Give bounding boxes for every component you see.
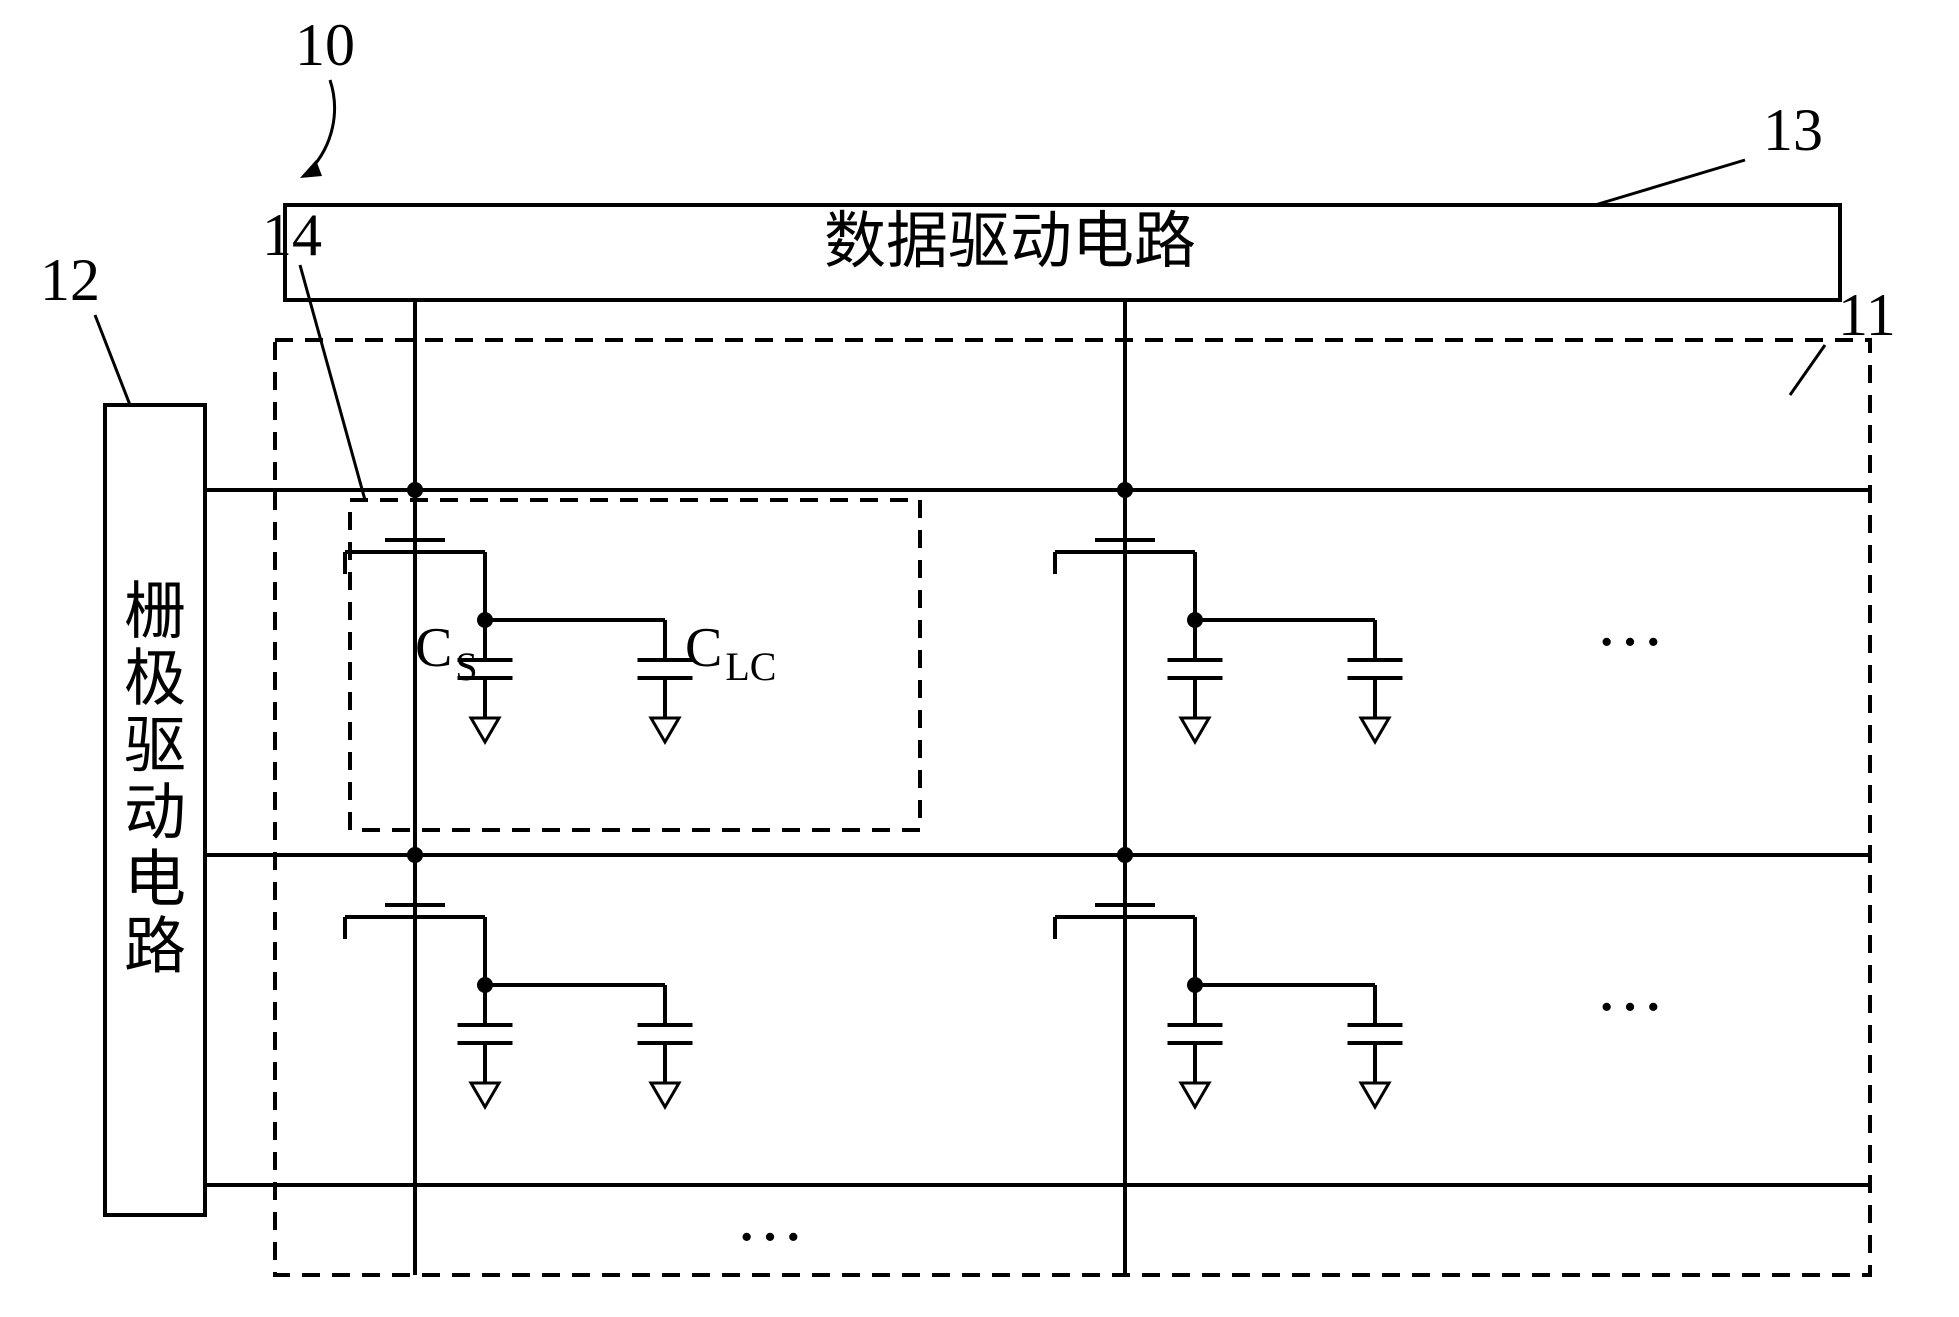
ellipsis: ··· <box>1595 604 1665 681</box>
gate-driver-label: 驱 <box>124 713 186 781</box>
gate-driver-label: 电 <box>124 846 186 914</box>
cap-cs-label: C <box>415 617 452 679</box>
gate-driver-label: 路 <box>124 913 186 981</box>
gate-driver-label: 栅 <box>124 579 186 647</box>
data-driver-label: 数据驱动电路 <box>824 208 1196 276</box>
ref-13: 13 <box>1763 97 1823 163</box>
svg-text:LC: LC <box>725 644 776 689</box>
ellipsis: ··· <box>735 1199 805 1276</box>
ref-14: 14 <box>262 202 322 268</box>
ellipsis: ··· <box>1595 969 1665 1046</box>
gate-driver-label: 极 <box>124 646 186 714</box>
cap-clc-label: C <box>685 617 722 679</box>
ref-10: 10 <box>295 12 355 78</box>
gate-driver-label: 动 <box>124 779 186 847</box>
ref-11: 11 <box>1838 282 1896 348</box>
ref-12: 12 <box>40 247 100 313</box>
svg-text:S: S <box>455 644 477 689</box>
